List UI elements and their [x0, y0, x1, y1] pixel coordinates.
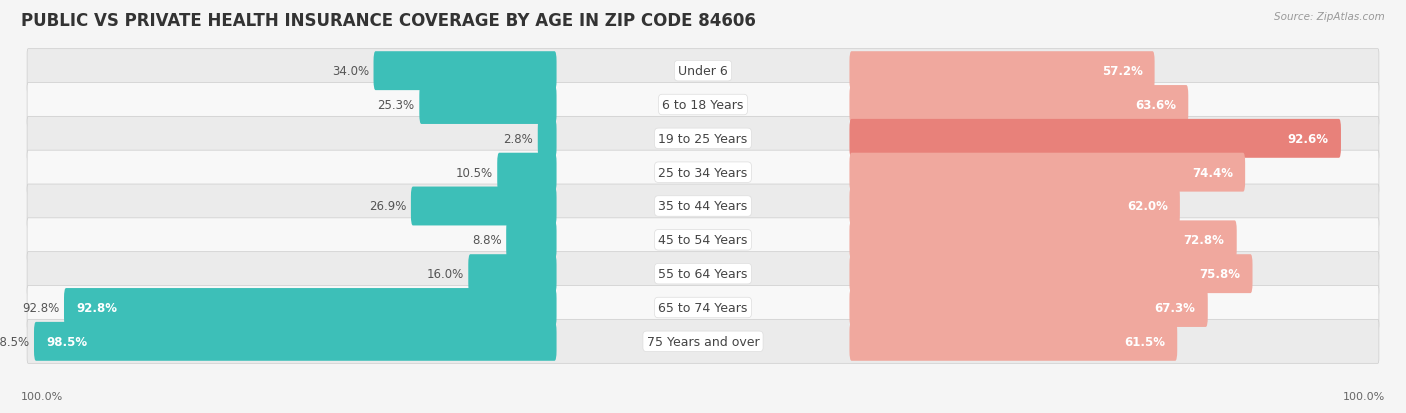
FancyBboxPatch shape — [506, 221, 557, 260]
Text: 72.8%: 72.8% — [1184, 234, 1225, 247]
FancyBboxPatch shape — [374, 52, 557, 91]
Text: 26.9%: 26.9% — [368, 200, 406, 213]
Text: 35 to 44 Years: 35 to 44 Years — [658, 200, 748, 213]
FancyBboxPatch shape — [27, 117, 1379, 161]
Text: 34.0%: 34.0% — [332, 65, 368, 78]
FancyBboxPatch shape — [468, 254, 557, 293]
Text: 92.8%: 92.8% — [22, 301, 59, 314]
FancyBboxPatch shape — [27, 286, 1379, 330]
Text: 55 to 64 Years: 55 to 64 Years — [658, 268, 748, 280]
Text: 6 to 18 Years: 6 to 18 Years — [662, 99, 744, 112]
FancyBboxPatch shape — [34, 322, 557, 361]
Text: 75 Years and over: 75 Years and over — [647, 335, 759, 348]
Text: 45 to 54 Years: 45 to 54 Years — [658, 234, 748, 247]
FancyBboxPatch shape — [27, 320, 1379, 363]
Text: 65 to 74 Years: 65 to 74 Years — [658, 301, 748, 314]
Text: 75.8%: 75.8% — [1199, 268, 1240, 280]
Text: 25.3%: 25.3% — [377, 99, 415, 112]
FancyBboxPatch shape — [849, 153, 1246, 192]
Text: 98.5%: 98.5% — [0, 335, 30, 348]
Text: 63.6%: 63.6% — [1135, 99, 1177, 112]
Text: 100.0%: 100.0% — [21, 391, 63, 401]
FancyBboxPatch shape — [849, 52, 1154, 91]
FancyBboxPatch shape — [419, 86, 557, 125]
Text: Under 6: Under 6 — [678, 65, 728, 78]
Text: 98.5%: 98.5% — [46, 335, 87, 348]
Text: 16.0%: 16.0% — [426, 268, 464, 280]
FancyBboxPatch shape — [411, 187, 557, 226]
FancyBboxPatch shape — [27, 252, 1379, 296]
Text: 57.2%: 57.2% — [1101, 65, 1143, 78]
Text: 67.3%: 67.3% — [1154, 301, 1195, 314]
FancyBboxPatch shape — [849, 221, 1237, 260]
FancyBboxPatch shape — [849, 254, 1253, 293]
FancyBboxPatch shape — [65, 288, 557, 327]
FancyBboxPatch shape — [849, 86, 1188, 125]
FancyBboxPatch shape — [27, 151, 1379, 195]
Text: 10.5%: 10.5% — [456, 166, 492, 179]
Text: 2.8%: 2.8% — [503, 133, 533, 145]
FancyBboxPatch shape — [27, 218, 1379, 262]
Text: 74.4%: 74.4% — [1192, 166, 1233, 179]
FancyBboxPatch shape — [849, 187, 1180, 226]
FancyBboxPatch shape — [498, 153, 557, 192]
FancyBboxPatch shape — [27, 83, 1379, 127]
Text: 19 to 25 Years: 19 to 25 Years — [658, 133, 748, 145]
Text: Source: ZipAtlas.com: Source: ZipAtlas.com — [1274, 12, 1385, 22]
FancyBboxPatch shape — [537, 120, 557, 159]
FancyBboxPatch shape — [849, 120, 1341, 159]
Text: 100.0%: 100.0% — [1343, 391, 1385, 401]
FancyBboxPatch shape — [849, 322, 1177, 361]
Text: 62.0%: 62.0% — [1126, 200, 1168, 213]
FancyBboxPatch shape — [27, 185, 1379, 228]
Text: 25 to 34 Years: 25 to 34 Years — [658, 166, 748, 179]
Text: 92.8%: 92.8% — [76, 301, 117, 314]
FancyBboxPatch shape — [27, 50, 1379, 93]
FancyBboxPatch shape — [849, 288, 1208, 327]
Text: 61.5%: 61.5% — [1123, 335, 1166, 348]
Text: PUBLIC VS PRIVATE HEALTH INSURANCE COVERAGE BY AGE IN ZIP CODE 84606: PUBLIC VS PRIVATE HEALTH INSURANCE COVER… — [21, 12, 756, 30]
Text: 8.8%: 8.8% — [472, 234, 502, 247]
Text: 92.6%: 92.6% — [1288, 133, 1329, 145]
